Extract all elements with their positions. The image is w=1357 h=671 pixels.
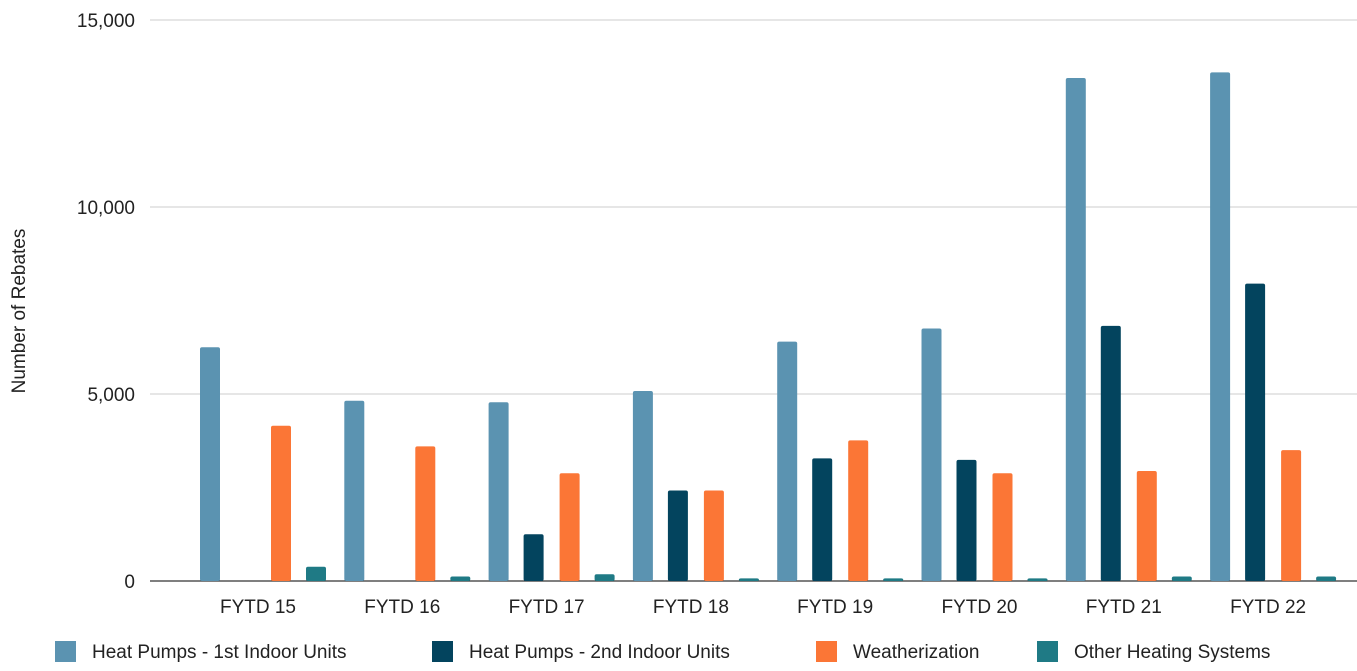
x-tick-label: FYTD 18 [653,597,729,618]
bar [992,473,1013,581]
bar [1245,283,1266,581]
bar [848,440,869,581]
bar [450,576,471,581]
bar [1136,471,1157,581]
bar [1316,576,1337,581]
bar [703,490,724,581]
x-tick-label: FYTD 16 [364,597,440,618]
legend-label: Weatherization [853,642,979,663]
legend: Heat Pumps - 1st Indoor Units Heat Pumps … [55,641,1270,663]
y-tick-label: 5,000 [87,385,135,406]
y-axis-label: Number of Rebates [9,229,30,394]
x-axis-ticks: FYTD 15 FYTD 16 FYTD 17 FYTD 18 FYTD 19 FYTD … [220,597,1306,618]
bar [344,400,365,581]
bar [1281,450,1302,581]
bar [559,473,580,581]
bars [200,72,1337,582]
bar [738,578,759,581]
legend-label: Heat Pumps - 1st Indoor Units [92,642,347,663]
bar [1171,576,1192,581]
legend-swatch [432,641,453,662]
bar [883,578,904,581]
bar [632,391,653,581]
legend-swatch [55,641,76,662]
y-tick-label: 15,000 [77,11,135,32]
legend-swatch [1037,641,1058,662]
legend-swatch [816,641,837,662]
x-tick-label: FYTD 22 [1230,597,1306,618]
bar [921,328,942,581]
bar [594,574,615,581]
x-tick-label: FYTD 17 [509,597,585,618]
x-tick-label: FYTD 21 [1086,597,1162,618]
bar [523,534,544,581]
x-tick-label: FYTD 15 [220,597,296,618]
y-tick-label: 10,000 [77,198,135,219]
bar [488,402,509,581]
bar [1065,77,1086,581]
bar [1100,325,1121,581]
bar [956,459,977,581]
x-tick-label: FYTD 20 [941,597,1017,618]
gridlines [150,19,1357,582]
bar [667,490,688,581]
bar [200,347,220,581]
bar [306,566,326,581]
bar [1210,72,1231,582]
x-tick-label: FYTD 19 [797,597,873,618]
y-axis-ticks: 0 5,000 10,000 15,000 [77,11,135,593]
bar [415,446,436,581]
legend-label: Other Heating Systems [1074,642,1270,663]
y-tick-label: 0 [124,572,135,593]
bar [777,341,798,581]
bar [812,458,833,581]
bar [271,425,291,581]
legend-label: Heat Pumps - 2nd Indoor Units [469,642,730,663]
bar [1027,578,1048,581]
